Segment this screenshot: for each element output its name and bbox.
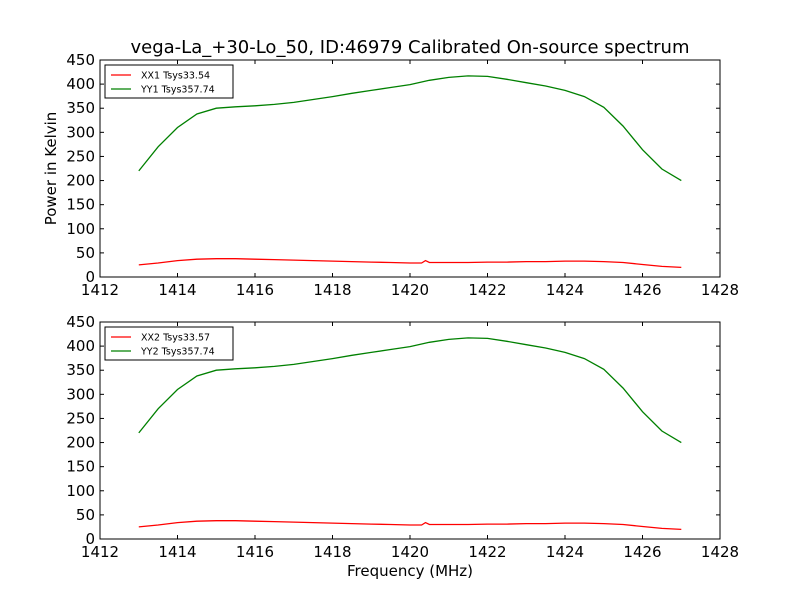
- x-tick-label: 1420: [391, 543, 429, 561]
- x-tick-label: 1418: [313, 281, 351, 299]
- series-line-2: [138, 75, 682, 182]
- y-tick-label: 200: [66, 172, 95, 190]
- bottom-panel: 1412 1414 1416 1418 1420 1422 1424 1426 1428 0 50 1…: [66, 313, 739, 580]
- y-tick-label: 350: [66, 361, 95, 379]
- y-tick-label: 50: [76, 244, 95, 262]
- x-tick-label: 1412: [81, 281, 119, 299]
- series-line-1: [138, 258, 682, 269]
- x-tick-label: 1422: [468, 281, 506, 299]
- y-tick-label: 400: [66, 75, 95, 93]
- y-tick-label: 200: [66, 434, 95, 452]
- y-tick-label: 100: [66, 482, 95, 500]
- x-tick-label: 1418: [313, 543, 351, 561]
- top-panel: 1412 1414 1416 1418 1420 1422 1424 1426 1428 0 50 1…: [42, 51, 739, 299]
- legend-label: YY2 Tsys357.74: [140, 347, 215, 358]
- y-tick-label: 400: [66, 337, 95, 355]
- legend: XX2 Tsys33.57 YY2 Tsys357.74: [104, 326, 234, 361]
- series-line-1: [138, 520, 682, 531]
- x-tick-label: 1420: [391, 281, 429, 299]
- x-tick-label: 1414: [158, 543, 196, 561]
- legend-label: XX2 Tsys33.57: [141, 333, 210, 344]
- legend-label: XX1 Tsys33.54: [141, 71, 210, 82]
- y-tick-label: 350: [66, 99, 95, 117]
- x-tick-label: 1428: [701, 281, 739, 299]
- y-tick-label: 0: [85, 268, 95, 286]
- y-tick-label: 450: [66, 313, 95, 331]
- x-tick-label: 1426: [623, 543, 661, 561]
- x-axis-label: Frequency (MHz): [347, 562, 473, 580]
- legend-box: [104, 64, 234, 99]
- legend: XX1 Tsys33.54 YY1 Tsys357.74: [104, 64, 234, 99]
- x-tick-label: 1424: [546, 281, 584, 299]
- y-tick-label: 300: [66, 385, 95, 403]
- y-tick-label: 150: [66, 196, 95, 214]
- y-tick-label: 250: [66, 409, 95, 427]
- y-tick-label: 450: [66, 51, 95, 69]
- y-tick-label: 100: [66, 220, 95, 238]
- y-tick-label: 250: [66, 147, 95, 165]
- chart-title: vega-La_+30-Lo_50, ID:46979 Calibrated O…: [131, 37, 690, 58]
- series-line-2: [138, 337, 682, 444]
- y-tick-label: 300: [66, 123, 95, 141]
- legend-box: [104, 326, 234, 361]
- x-tick-label: 1428: [701, 543, 739, 561]
- x-tick-label: 1416: [236, 281, 274, 299]
- y-tick-label: 150: [66, 458, 95, 476]
- x-tick-label: 1426: [623, 281, 661, 299]
- legend-label: YY1 Tsys357.74: [140, 85, 215, 96]
- x-tick-label: 1424: [546, 543, 584, 561]
- y-axis-label: Power in Kelvin: [42, 112, 60, 226]
- x-tick-label: 1412: [81, 543, 119, 561]
- x-tick-label: 1416: [236, 543, 274, 561]
- y-tick-label: 0: [85, 530, 95, 548]
- y-tick-label: 50: [76, 506, 95, 524]
- x-tick-label: 1422: [468, 543, 506, 561]
- x-tick-label: 1414: [158, 281, 196, 299]
